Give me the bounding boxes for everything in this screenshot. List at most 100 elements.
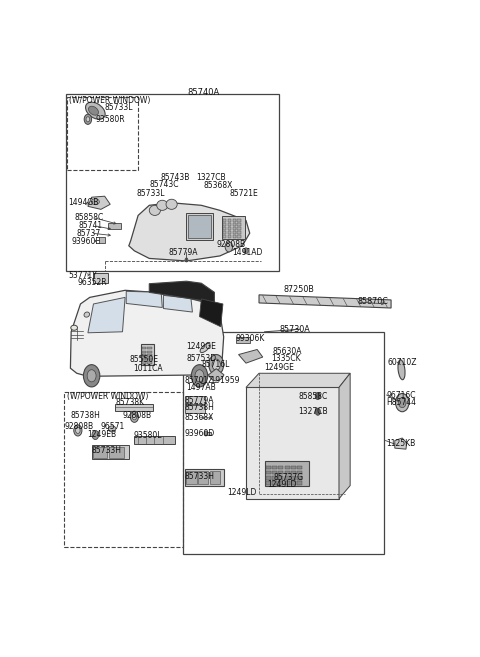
Text: L91959: L91959 [211,376,240,385]
Text: 85733L: 85733L [105,103,133,112]
Bar [278,466,283,469]
Text: 93580L: 93580L [133,432,162,440]
Text: 85738H: 85738H [71,411,100,420]
Text: H85744: H85744 [386,398,417,407]
Bar [297,481,302,485]
Bar [291,481,296,485]
Bar [285,466,289,469]
Bar [185,396,205,403]
Polygon shape [109,447,124,459]
Text: 96352R: 96352R [78,278,108,286]
Text: (W/POWER WINDOW): (W/POWER WINDOW) [69,95,151,104]
Polygon shape [259,295,391,308]
Bar [66,94,279,271]
Circle shape [74,425,82,436]
Bar [99,237,106,243]
Bar [186,213,213,240]
Text: 1249GE: 1249GE [264,363,294,372]
Text: 1335CK: 1335CK [271,353,301,363]
Bar [228,219,231,221]
Text: 85733L: 85733L [136,189,165,198]
Text: 92808B: 92808B [122,411,152,420]
Bar [67,97,138,170]
Text: 1497AB: 1497AB [186,383,216,392]
Bar [285,476,289,480]
Bar [64,392,183,547]
Circle shape [130,411,139,422]
Text: 93580R: 93580R [96,115,125,124]
Bar [223,219,226,221]
Polygon shape [200,299,223,327]
Text: 85701Z: 85701Z [185,376,215,385]
Text: 1125KB: 1125KB [386,439,416,447]
Bar [142,361,146,364]
Bar [233,227,236,229]
Circle shape [92,430,99,440]
Text: 1249LD: 1249LD [267,480,296,489]
Bar [108,223,121,229]
Text: 85743C: 85743C [149,179,179,189]
Bar [291,471,296,474]
Polygon shape [93,447,107,459]
Ellipse shape [200,344,210,353]
Text: 85870C: 85870C [358,298,388,306]
Bar [223,227,226,229]
Circle shape [209,355,224,374]
Circle shape [192,365,208,387]
Bar [246,388,339,499]
Bar [266,471,271,474]
Bar [142,350,146,353]
Text: 85550E: 85550E [130,355,159,364]
Ellipse shape [71,325,77,330]
Bar [142,354,146,357]
Circle shape [315,392,321,399]
Polygon shape [88,196,110,210]
Text: 85858C: 85858C [298,392,327,401]
Text: 85858C: 85858C [74,213,103,222]
Text: 1011CA: 1011CA [133,364,163,373]
Bar [238,223,241,225]
Text: 92808B: 92808B [64,422,94,432]
Ellipse shape [91,198,99,205]
Circle shape [132,414,137,420]
Wedge shape [208,369,224,381]
Polygon shape [163,296,192,312]
Bar [223,223,226,225]
Circle shape [204,431,208,436]
Text: 85730A: 85730A [279,325,310,334]
Ellipse shape [108,426,116,432]
Bar [142,347,146,350]
Bar [238,227,241,229]
Bar [266,481,271,485]
Bar [223,231,226,234]
Circle shape [84,365,100,387]
Polygon shape [88,298,125,333]
Bar [94,273,108,283]
Polygon shape [210,471,220,484]
Bar [185,469,224,486]
Bar [233,235,236,238]
Bar [266,476,271,480]
Bar [233,223,236,225]
Polygon shape [149,281,215,302]
Polygon shape [129,203,250,261]
Text: 85738K: 85738K [115,398,144,407]
Bar [228,223,231,225]
Bar [278,481,283,485]
Text: 53771Y: 53771Y [68,271,97,280]
Bar [228,227,231,229]
Bar [188,215,211,238]
Circle shape [86,117,90,122]
Ellipse shape [84,312,90,317]
Bar [238,231,241,234]
Bar [297,471,302,474]
Bar [272,476,277,480]
Bar [297,476,302,480]
Text: 60710Z: 60710Z [387,357,417,367]
Text: 96716C: 96716C [386,390,416,399]
Text: 85733H: 85733H [185,472,215,482]
Ellipse shape [88,106,98,115]
Text: 85738H: 85738H [185,403,215,412]
Bar [115,403,153,411]
Circle shape [212,359,220,371]
